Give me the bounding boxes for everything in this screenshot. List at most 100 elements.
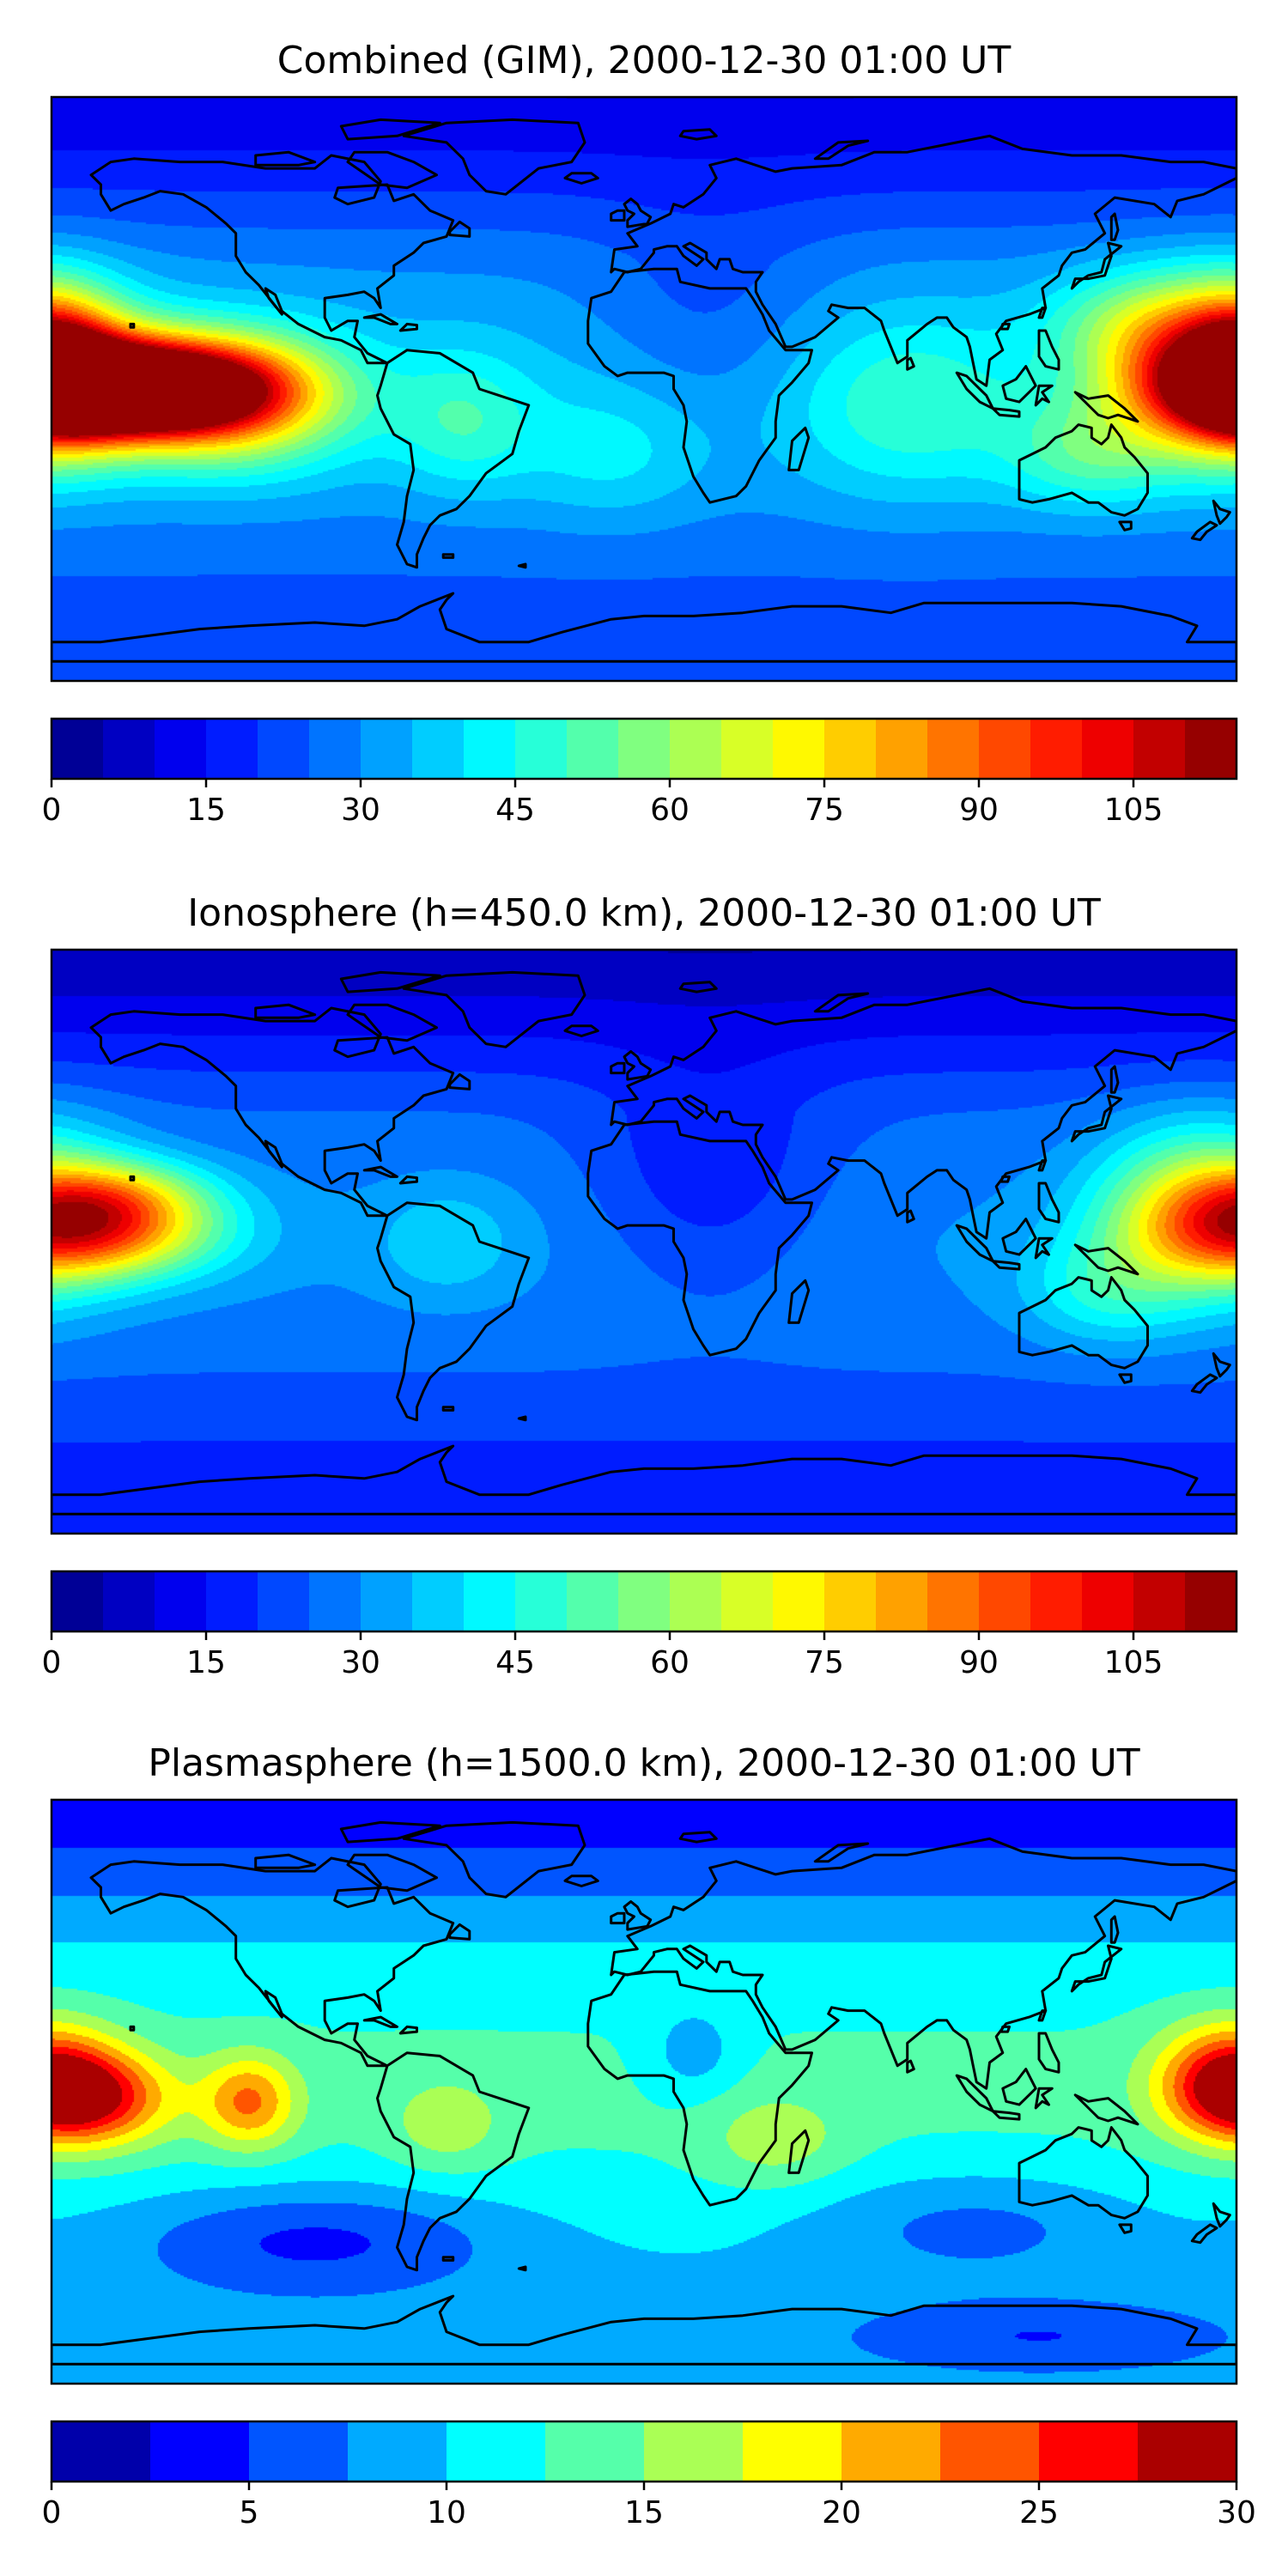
coastline-north-america: [89, 1006, 455, 1218]
colorbar-swatch: [464, 719, 516, 779]
colorbar-swatch: [309, 1571, 361, 1631]
map-frame: [50, 95, 1238, 683]
colorbar-swatch: [412, 719, 465, 779]
coastline-south-georgia: [517, 2265, 527, 2272]
coastline-svalbard: [678, 1831, 718, 1844]
colorbar-swatch: [979, 719, 1031, 779]
coastline-hispaniola: [398, 322, 418, 332]
colorbar-tick-label: 0: [42, 1645, 62, 1680]
coastline-eurasia: [610, 987, 1236, 1240]
panel-title: Plasmasphere (h=1500.0 km), 2000-12-30 0…: [148, 1741, 1139, 1785]
coastline-victoria-island: [254, 1003, 317, 1019]
coastline-newfoundland: [448, 1072, 471, 1091]
colorbar-tick-label: 0: [42, 793, 62, 828]
coastline-antarctica: [52, 2294, 1236, 2366]
coastline-new-zealand-north: [1212, 1352, 1231, 1378]
colorbar: 0 15 30 45 60 75 90 105: [42, 1570, 1238, 1680]
coastline-taiwan: [1037, 307, 1048, 319]
coastline-sri-lanka: [906, 1209, 915, 1224]
colorbar-tick-label: 15: [186, 793, 226, 828]
coastline-novaya-zemlya: [813, 139, 870, 161]
coastline-new-zealand-south: [1190, 1373, 1218, 1394]
colorbar-swatch: [773, 719, 825, 779]
colorbar-swatch: [670, 1571, 722, 1631]
coastline-newfoundland: [448, 220, 471, 238]
coastline-sri-lanka: [906, 356, 915, 371]
colorbar-swatch: [567, 1571, 619, 1631]
coastline-new-zealand-south: [1190, 520, 1218, 542]
colorbar-tick-label: 90: [959, 793, 999, 828]
coastline-baffin-island: [346, 1853, 438, 1893]
colorbar-swatch: [876, 719, 928, 779]
colorbar-swatch: [249, 2421, 349, 2482]
colorbar-swatch: [515, 1571, 568, 1631]
colorbar-swatch: [567, 719, 619, 779]
colorbar-swatch: [447, 2421, 546, 2482]
colorbar-swatch: [1185, 1571, 1237, 1631]
coastline-new-guinea: [1073, 1243, 1139, 1276]
coastline-sri-lanka: [906, 2059, 915, 2074]
coastline-sulawesi: [1034, 384, 1054, 407]
panel-title: Ionosphere (h=450.0 km), 2000-12-30 01:0…: [187, 891, 1101, 935]
coastline-java: [991, 407, 1021, 418]
colorbar-tick-label: 90: [959, 1645, 999, 1680]
coastline-iceland: [563, 172, 599, 185]
colorbar-swatch: [1185, 719, 1237, 779]
colorbar-swatch: [1082, 719, 1134, 779]
coastline-sakhalin: [1109, 1915, 1120, 1944]
coastline-new-guinea: [1073, 391, 1139, 423]
coastline-australia: [1018, 2126, 1149, 2220]
colorbar-swatch: [618, 719, 671, 779]
coastline-hawaii: [129, 322, 136, 329]
colorbar-swatch: [52, 1571, 104, 1631]
colorbar-tick-label: 15: [624, 2495, 664, 2530]
coastline-sulawesi: [1034, 1236, 1054, 1260]
colorbar-swatch: [940, 2421, 1040, 2482]
colorbar-swatch: [206, 1571, 258, 1631]
coastline-iceland: [563, 1874, 599, 1887]
colorbar-swatch: [618, 1571, 671, 1631]
coastline-new-zealand-north: [1212, 2202, 1231, 2228]
colorbar-swatch: [721, 1571, 774, 1631]
coastlines: [52, 118, 1236, 663]
colorbar-tick-label: 10: [427, 2495, 466, 2530]
colorbar: 0 15 30 45 60 75 90 105: [42, 717, 1238, 828]
colorbar-tick-label: 75: [805, 793, 844, 828]
colorbar-tick-label: 0: [42, 2495, 62, 2530]
colorbar-swatch: [1030, 719, 1083, 779]
colorbar-tick-label: 105: [1104, 1645, 1163, 1680]
coastline-falklands: [441, 2256, 455, 2262]
coastline-africa: [586, 1970, 813, 2207]
coastline-borneo: [1001, 365, 1037, 404]
coastline-novaya-zemlya: [813, 992, 870, 1013]
coastline-south-america: [376, 2051, 531, 2272]
coastline-sulawesi: [1034, 2087, 1054, 2110]
coastline-great-britain: [623, 197, 653, 228]
colorbar-tick-label: 45: [495, 1645, 535, 1680]
coastline-hawaii: [129, 2025, 136, 2032]
coastline-hispaniola: [398, 2025, 418, 2035]
colorbar-swatch: [545, 2421, 645, 2482]
coastline-philippines: [1037, 1182, 1060, 1224]
coastline-hainan: [999, 1175, 1011, 1183]
coastline-cuba: [362, 2015, 398, 2028]
coastline-sakhalin: [1109, 212, 1120, 241]
coastline-falklands: [441, 1406, 455, 1412]
coastline-antarctica: [52, 592, 1236, 663]
colorbar-swatch: [464, 1571, 516, 1631]
colorbar-swatch: [348, 2421, 447, 2482]
coastline-ireland: [610, 1061, 626, 1075]
colorbar-tick-label: 30: [1217, 2495, 1256, 2530]
coastline-great-britain: [623, 1900, 653, 1931]
colorbar-tick-label: 15: [186, 1645, 226, 1680]
coastline-victoria-island: [254, 150, 317, 167]
coastline-new-guinea: [1073, 2093, 1139, 2126]
coastline-borneo: [1001, 2068, 1037, 2106]
coastline-java: [991, 1260, 1021, 1271]
colorbar-swatch: [103, 1571, 155, 1631]
coastline-cuba: [362, 313, 398, 325]
colorbar-swatch: [721, 719, 774, 779]
colorbar-tick-label: 105: [1104, 793, 1163, 828]
panel-3: Plasmasphere (h=1500.0 km), 2000-12-30 0…: [42, 1741, 1256, 2530]
